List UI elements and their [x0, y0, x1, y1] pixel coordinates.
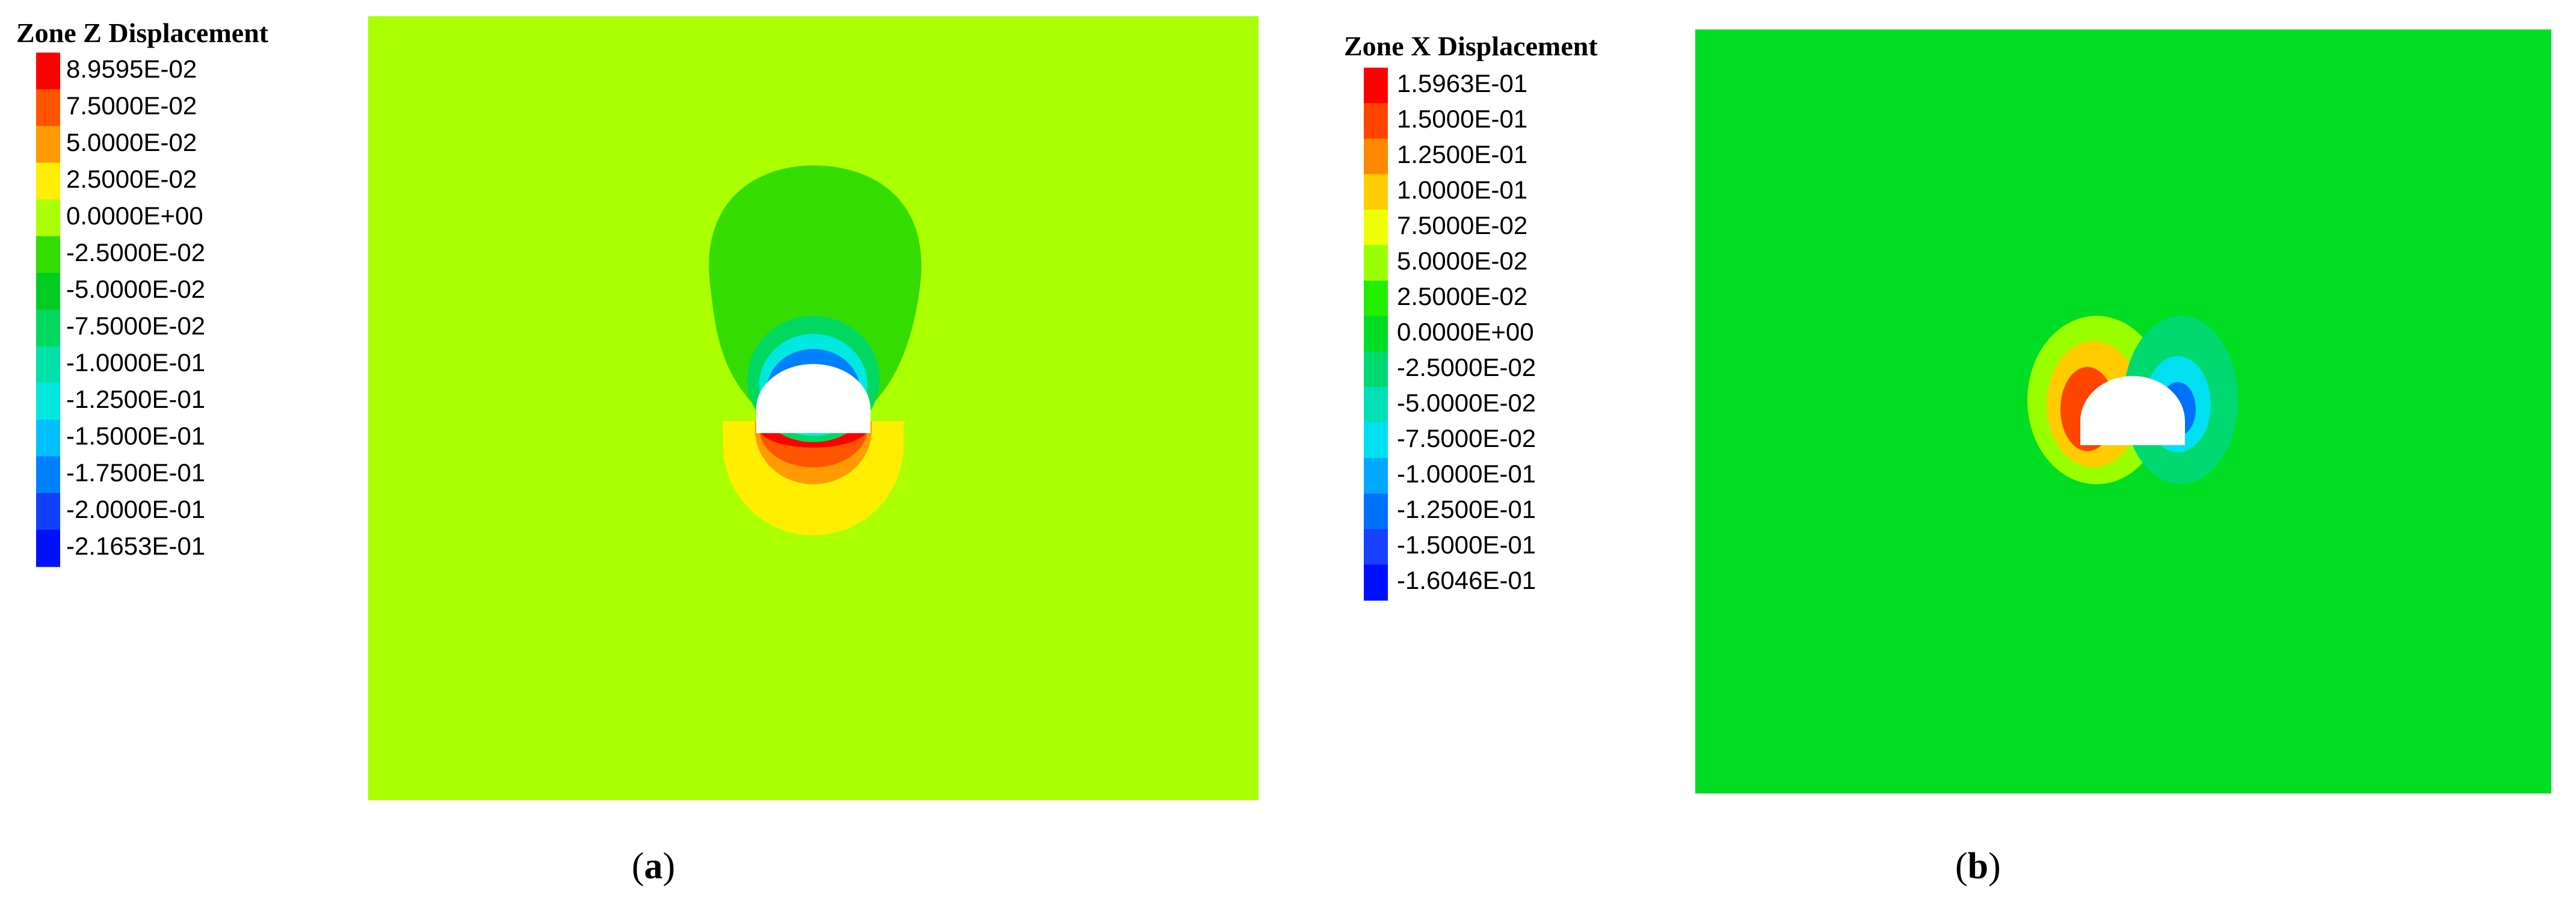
legend-label: -1.2500E-01	[1397, 495, 1536, 523]
legend-label: -2.5000E-02	[66, 238, 205, 267]
legend-label: -1.5000E-01	[66, 422, 205, 450]
caption-part: (	[1955, 846, 1968, 887]
legend-swatch	[36, 199, 60, 237]
legend-label: 1.5963E-01	[1397, 69, 1527, 97]
legend-swatch	[1364, 209, 1388, 246]
legend-label: -7.5000E-02	[1397, 424, 1536, 452]
tunnel	[756, 364, 870, 433]
legend-swatch	[36, 456, 60, 494]
legend-swatch	[36, 52, 60, 90]
legend-swatch	[36, 419, 60, 457]
legend-label: -7.5000E-02	[66, 312, 205, 340]
legend-label: -1.6046E-01	[1397, 566, 1536, 594]
legend-swatch	[1364, 103, 1388, 140]
caption-part: )	[663, 846, 676, 887]
legend-swatch	[1364, 529, 1388, 565]
legend-label: -1.5000E-01	[1397, 531, 1536, 559]
legend-label: 1.2500E-01	[1397, 140, 1527, 168]
contour-plot-a	[368, 16, 1259, 800]
legend-swatch	[1364, 493, 1388, 530]
legend-swatch	[36, 273, 60, 310]
legend-swatch	[36, 162, 60, 200]
legend-label: -5.0000E-02	[1397, 389, 1536, 417]
caption-part: a	[644, 846, 663, 887]
legend-swatch	[36, 383, 60, 421]
legend-swatch	[1364, 138, 1388, 175]
legend-swatch	[36, 529, 60, 567]
legend-swatch	[1364, 458, 1388, 495]
legend-swatch	[1364, 316, 1388, 353]
legend-title: Zone Z Displacement	[16, 17, 269, 48]
legend-title: Zone X Displacement	[1344, 31, 1598, 61]
legend-label: -1.2500E-01	[66, 385, 205, 413]
legend-swatch	[1364, 387, 1388, 424]
legend-swatch	[36, 346, 60, 384]
legend-label: 0.0000E+00	[1397, 318, 1534, 346]
legend-label: 2.5000E-02	[1397, 282, 1527, 310]
legend-label: 0.0000E+00	[66, 202, 203, 230]
legend-label: -1.7500E-01	[66, 458, 205, 487]
legend-swatch	[36, 126, 60, 164]
legend-label: -1.0000E-01	[66, 348, 205, 377]
legend-label: -5.0000E-02	[66, 275, 205, 303]
legend-swatch	[1364, 564, 1388, 601]
caption-part: b	[1968, 846, 1988, 887]
panel-caption: (a)	[632, 846, 675, 887]
legend-swatch	[1364, 422, 1388, 459]
legend-label: -2.5000E-02	[1397, 353, 1536, 381]
legend-label: -2.1653E-01	[66, 532, 205, 560]
legend-swatch	[36, 309, 60, 347]
legend-label: 1.0000E-01	[1397, 176, 1527, 204]
legend-label: 7.5000E-02	[1397, 211, 1527, 239]
legend-label: -2.0000E-01	[66, 495, 205, 523]
legend-swatch	[36, 89, 60, 127]
legend-label: 8.9595E-02	[66, 55, 197, 83]
legend-label: 2.5000E-02	[66, 165, 197, 193]
panel-caption: (b)	[1955, 846, 2001, 887]
legend-label: 5.0000E-02	[66, 128, 197, 156]
legend-label: -1.0000E-01	[1397, 460, 1536, 488]
legend-swatch	[1364, 351, 1388, 388]
legend-swatch	[36, 236, 60, 274]
legend-label: 1.5000E-01	[1397, 105, 1527, 133]
legend-swatch	[1364, 280, 1388, 317]
tunnel	[2080, 376, 2185, 445]
legend-swatch	[1364, 67, 1388, 104]
legend-swatch	[1364, 245, 1388, 282]
caption-part: )	[1988, 846, 2001, 887]
caption-part: (	[632, 846, 644, 887]
legend-label: 7.5000E-02	[66, 91, 197, 120]
contour-plot-b	[1695, 29, 2551, 793]
legend-swatch	[1364, 174, 1388, 211]
legend-label: 5.0000E-02	[1397, 247, 1527, 275]
legend-swatch	[36, 493, 60, 531]
